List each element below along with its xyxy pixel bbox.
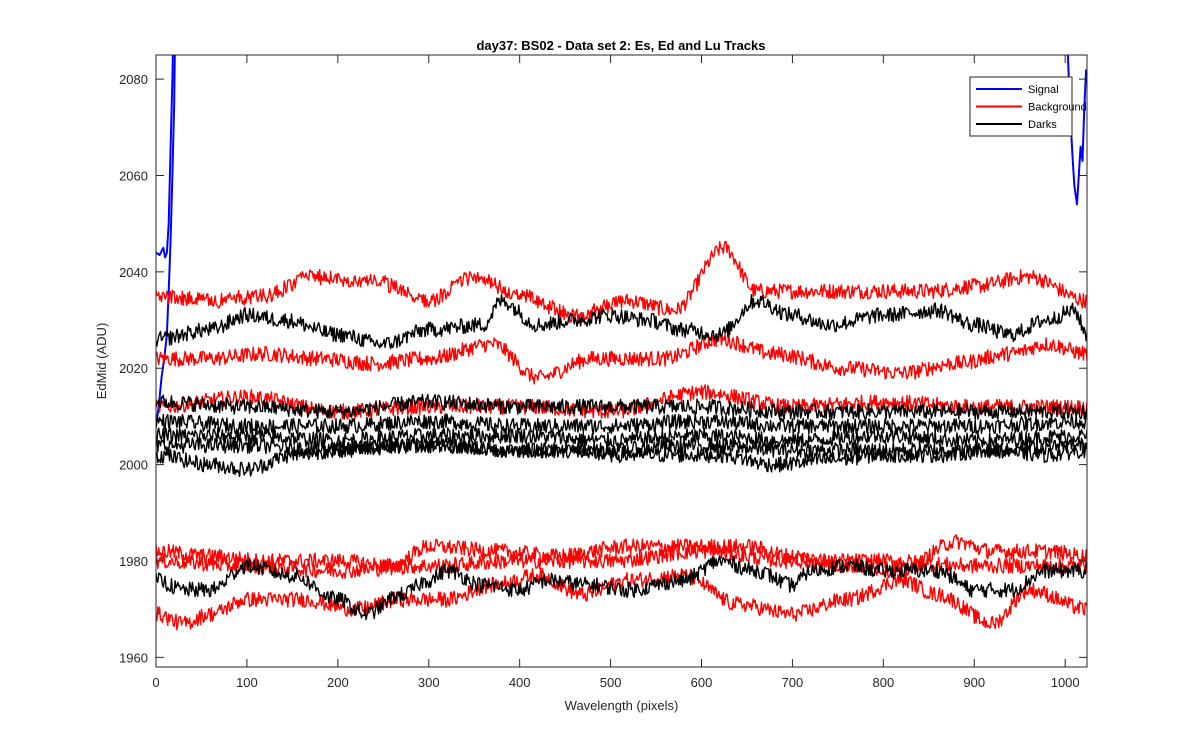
series-line-signal-1 — [156, 55, 176, 427]
legend-label: Darks — [1028, 119, 1057, 131]
y-axis: 1960 1980 2000 2020 2040 2060 2080 — [119, 72, 1087, 665]
series-line-darks-14 — [156, 555, 1087, 621]
series-line-darks-10 — [156, 413, 1087, 435]
y-tick-label: 2080 — [119, 72, 148, 87]
series-line-darks-8 — [156, 293, 1087, 350]
y-tick-label: 1980 — [119, 554, 148, 569]
x-axis: 0 100 200 300 400 500 600 700 800 900 1000 — [152, 55, 1080, 690]
series-line-background-6 — [156, 544, 1087, 579]
x-tick-label: 1000 — [1051, 675, 1080, 690]
x-tick-label: 200 — [327, 675, 349, 690]
y-tick-label: 2020 — [119, 361, 148, 376]
y-tick-label: 1960 — [119, 650, 148, 665]
series-line-background-5 — [156, 534, 1087, 579]
x-tick-label: 300 — [418, 675, 440, 690]
x-tick-label: 900 — [963, 675, 985, 690]
legend-label: Signal — [1028, 84, 1059, 96]
legend: Signal Background Darks — [969, 76, 1087, 137]
plot-frame — [155, 54, 1088, 668]
x-tick-label: 600 — [691, 675, 713, 690]
series-line-darks-12 — [156, 437, 1087, 459]
x-tick-label: 500 — [600, 675, 622, 690]
chart-title: day37: BS02 - Data set 2: Es, Ed and Lu … — [476, 38, 765, 53]
series-line-background-2 — [156, 240, 1087, 324]
series-layer — [156, 55, 1087, 631]
x-axis-label: Wavelength (pixels) — [565, 698, 679, 713]
series-line-darks-9 — [156, 393, 1087, 420]
legend-label: Background — [1028, 102, 1087, 114]
x-tick-label: 0 — [152, 675, 159, 690]
series-line-darks-13 — [156, 437, 1087, 478]
y-tick-label: 2060 — [119, 168, 148, 183]
y-axis-label: EdMid (ADU) — [94, 323, 109, 400]
x-tick-label: 100 — [236, 675, 258, 690]
x-tick-label: 700 — [782, 675, 804, 690]
y-tick-label: 2000 — [119, 458, 148, 473]
y-tick-label: 2040 — [119, 265, 148, 280]
x-tick-label: 800 — [872, 675, 894, 690]
series-line-background-3 — [156, 331, 1087, 385]
series-line-background-7 — [156, 567, 1087, 631]
x-tick-label: 400 — [509, 675, 531, 690]
